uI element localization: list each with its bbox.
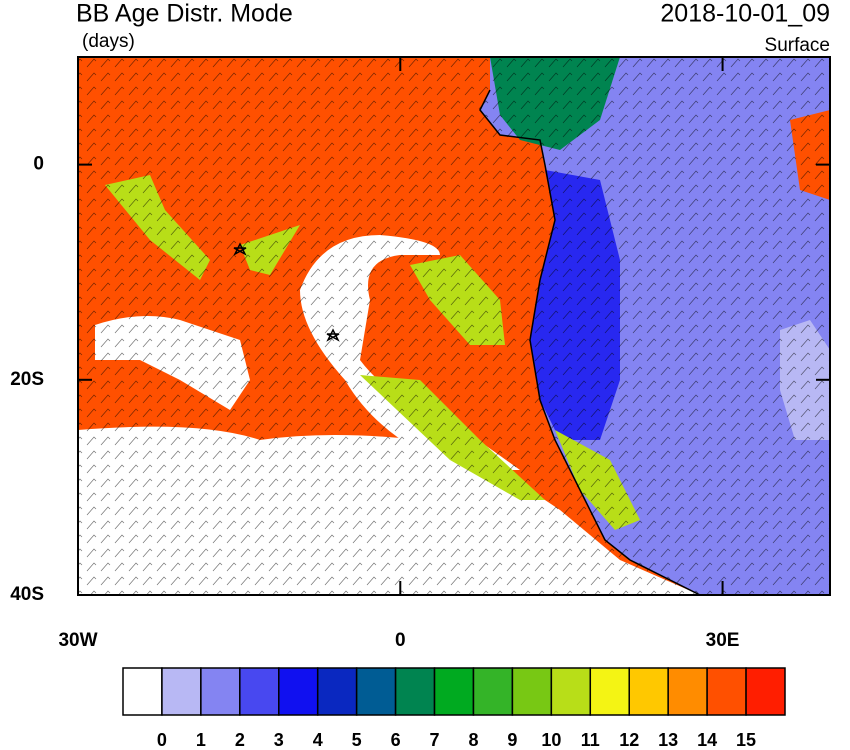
site-marker	[326, 328, 340, 342]
colorbar-box	[355, 667, 397, 716]
site-marker	[233, 242, 247, 256]
colorbar-box	[550, 667, 592, 716]
colorbar-label: 5	[352, 730, 362, 750]
plot-frame	[77, 56, 831, 596]
colorbar-label: 4	[313, 730, 323, 750]
y-tick-label: 40S	[10, 584, 44, 605]
title: BB Age Distr. Mode	[76, 0, 293, 28]
colorbar-label: 12	[619, 730, 639, 750]
colorbar-box	[511, 667, 553, 716]
colorbar-label: 14	[697, 730, 717, 750]
colorbar-label: 6	[391, 730, 401, 750]
y-tick-label: 20S	[10, 369, 44, 390]
colorbar-box	[161, 667, 202, 716]
x-tick-label: 30E	[706, 630, 740, 651]
colorbar-label: 13	[658, 730, 678, 750]
colorbar-label: 2	[235, 730, 245, 750]
colorbar-box	[394, 667, 436, 716]
colorbar-box	[200, 667, 241, 716]
units: (days)	[82, 31, 135, 52]
colorbar-box	[589, 667, 630, 716]
colorbar-label: 3	[274, 730, 284, 750]
x-tick-label: 30W	[58, 630, 97, 651]
colorbar-label: 8	[468, 730, 478, 750]
colorbar: 0 1 2 3 4 5 6 7 8 9 10 11 12 13 14 15	[122, 667, 786, 750]
colorbar-box	[122, 667, 163, 716]
colorbar-box	[239, 667, 280, 716]
map-field	[78, 57, 830, 595]
colorbar-box	[278, 667, 319, 716]
colorbar-label: 7	[430, 730, 440, 750]
colorbar-box	[472, 667, 514, 716]
colorbar-box	[667, 667, 708, 716]
level: Surface	[765, 35, 830, 56]
colorbar-label: 9	[507, 730, 517, 750]
axes: 30W 0 30E 0 20S 40S	[10, 57, 830, 651]
colorbar-label: 10	[541, 730, 561, 750]
wind-barbs	[78, 57, 830, 595]
colorbar-label: 15	[736, 730, 756, 750]
y-tick-label: 0	[33, 154, 44, 175]
colorbar-label: 11	[581, 730, 600, 750]
x-tick-label: 0	[395, 630, 406, 651]
colorbar-label: 1	[196, 730, 206, 750]
time: 2018-10-01_09	[660, 0, 830, 28]
colorbar-box	[706, 667, 747, 716]
colorbar-box	[745, 667, 786, 716]
colorbar-label: 0	[157, 730, 167, 750]
colorbar-box	[628, 667, 669, 716]
colorbar-box	[316, 667, 358, 716]
colorbar-box	[433, 667, 475, 716]
